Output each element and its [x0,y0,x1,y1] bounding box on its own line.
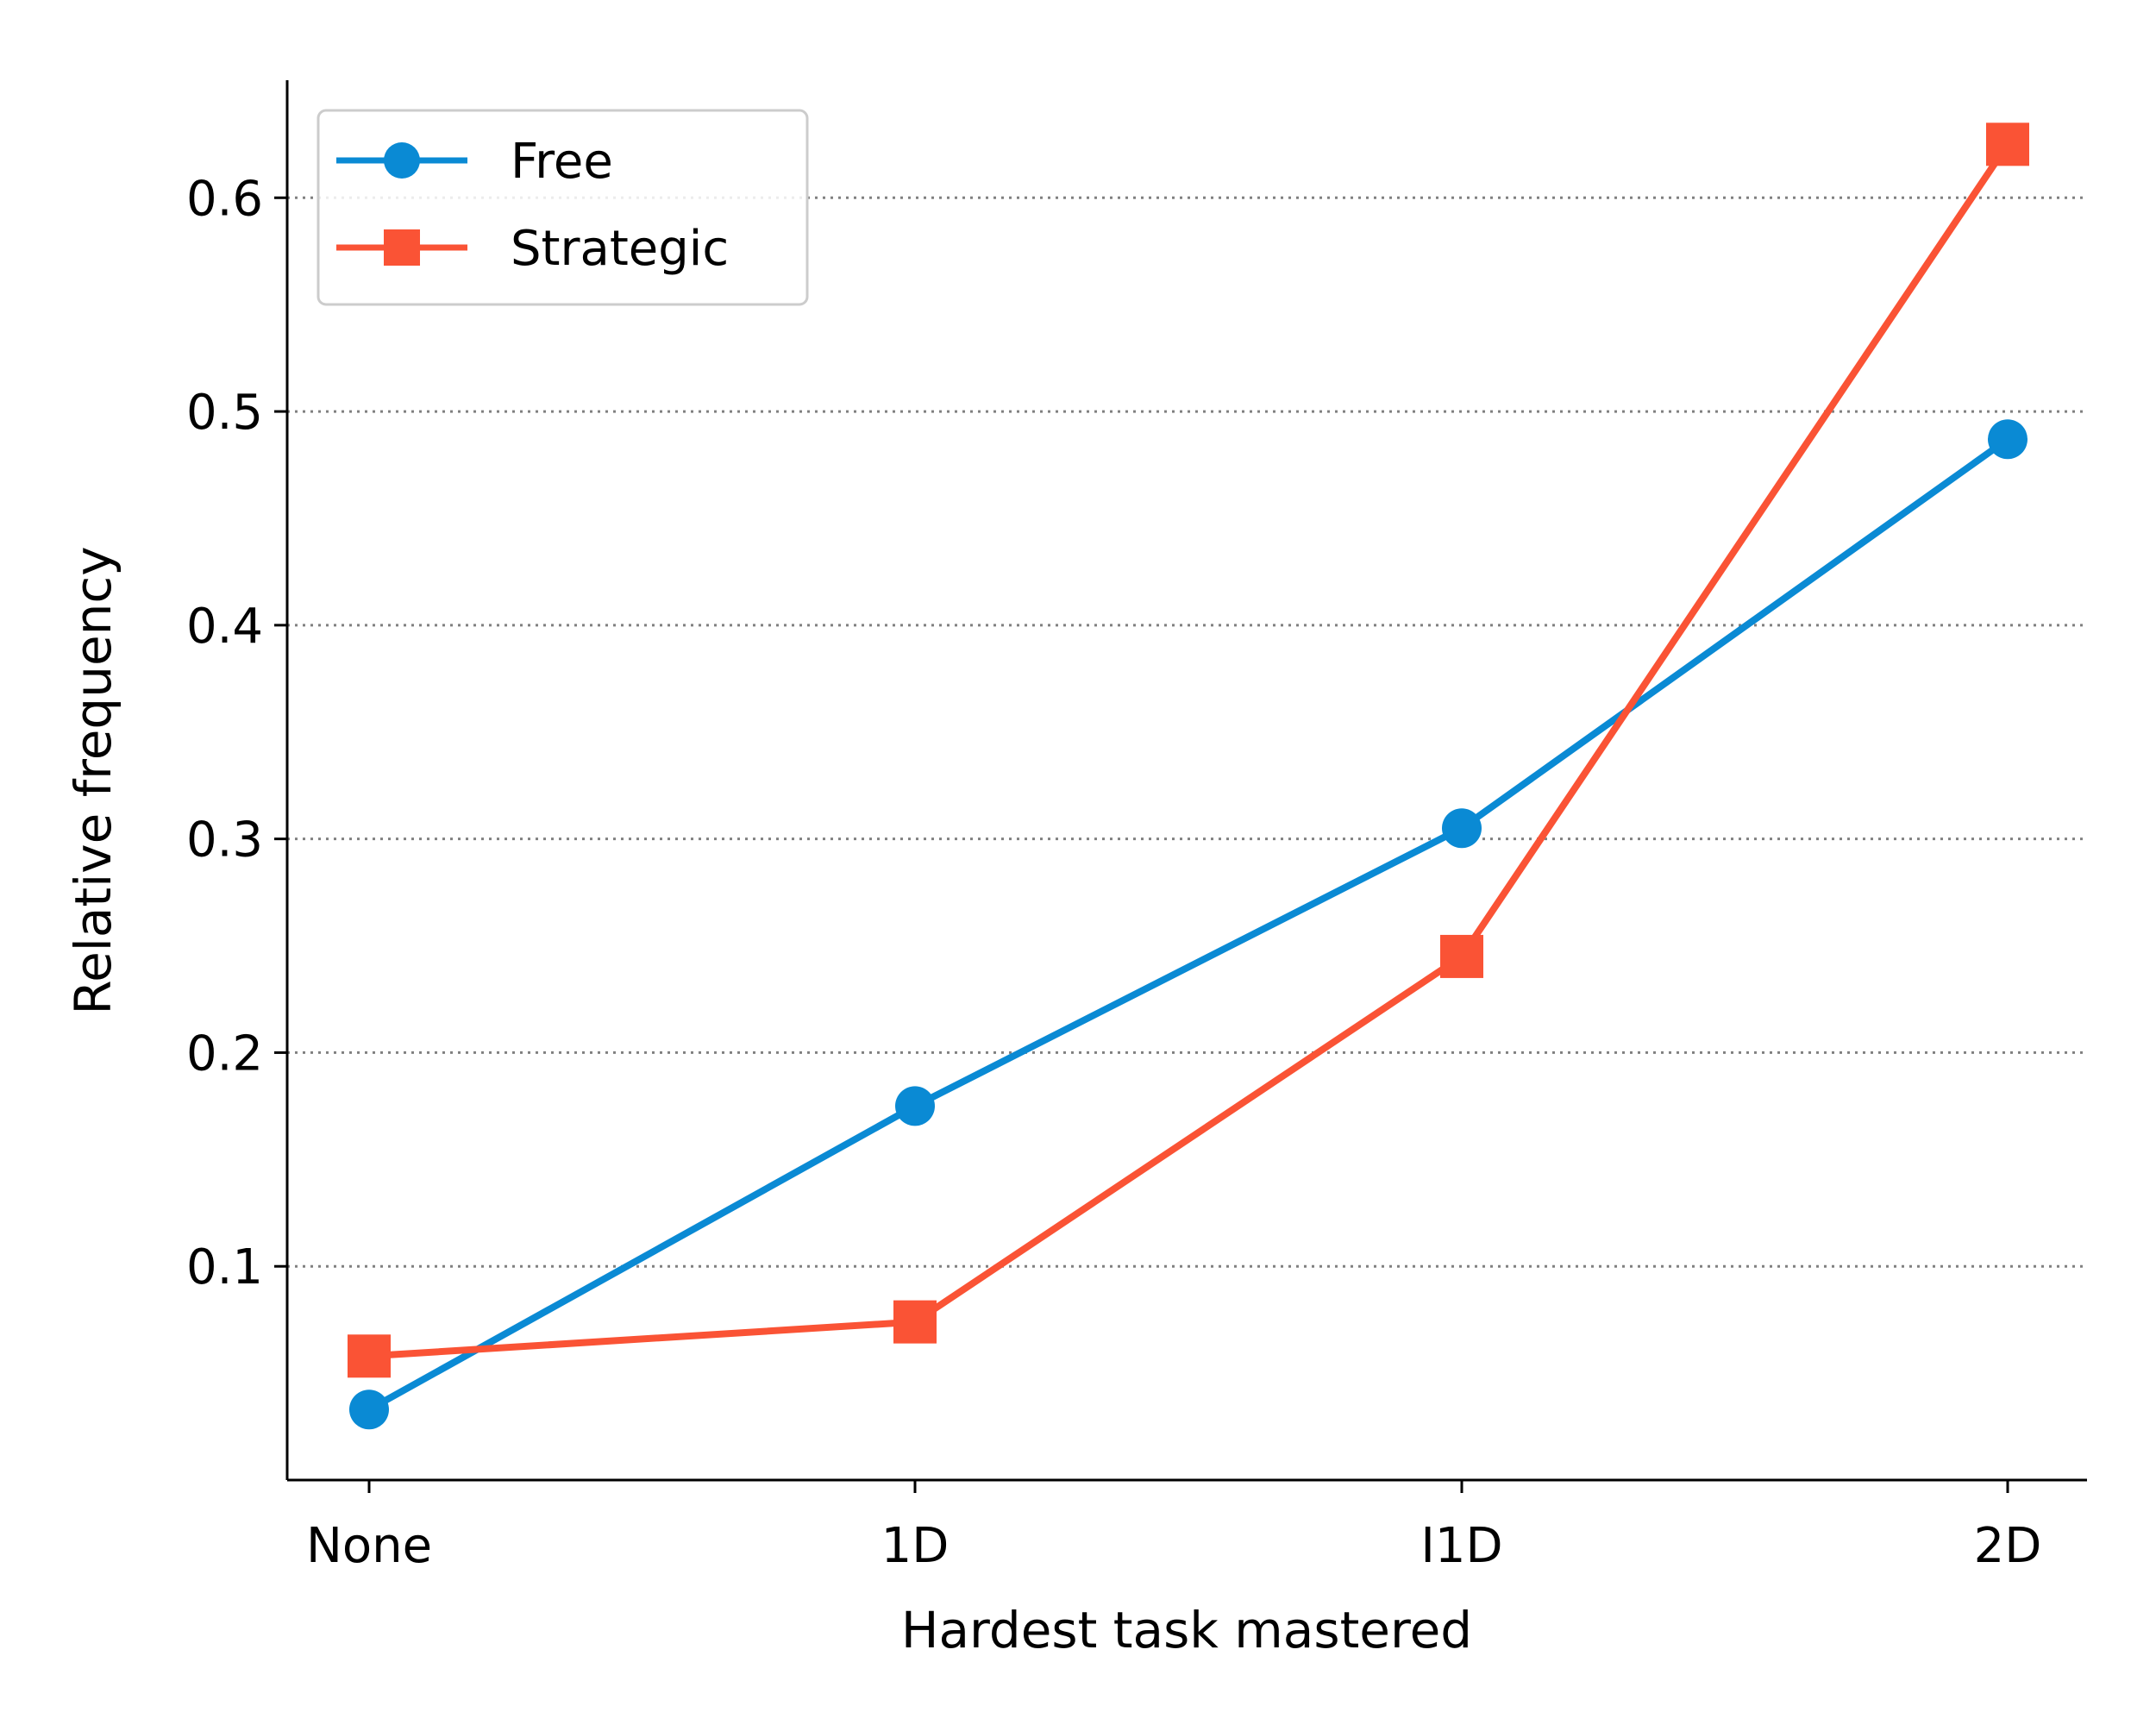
y-tick-label: 0.3 [186,812,263,869]
y-tick-label: 0.4 [186,599,263,655]
y-tick-label: 0.1 [186,1239,263,1295]
series [348,122,2029,1430]
data-point-free [1442,808,1482,849]
legend-free-marker [384,142,420,179]
y-tick-label: 0.5 [186,385,263,441]
legend: Free Strategic [317,109,809,306]
data-point-strategic [893,1300,937,1344]
x-tick-label: None [306,1518,432,1574]
x-axis-label: Hardest task mastered [901,1601,1472,1659]
data-point-strategic [1440,934,1483,978]
y-axis-label: Relative frequency [64,546,122,1014]
axes [285,80,2087,1482]
series-line-strategic [368,142,2011,1360]
legend-free-label: Free [511,134,613,190]
x-ticks: None 1D I1D 2D [306,1480,2041,1574]
x-tick-label: 2D [1974,1518,2042,1574]
data-point-free [1988,419,2028,460]
y-tick-label: 0.6 [186,171,263,227]
grid [287,196,2087,1268]
data-point-strategic [1986,122,2029,166]
x-tick-label: I1D [1420,1518,1502,1574]
legend-strategic-marker [384,229,420,266]
y-ticks: 0.1 0.2 0.3 0.4 0.5 0.6 [186,171,287,1295]
x-tick-label: 1D [881,1518,950,1574]
series-line-free [367,436,2010,1413]
data-point-free [349,1389,389,1430]
data-point-strategic [348,1334,391,1378]
legend-strategic-label: Strategic [511,221,729,277]
y-tick-label: 0.2 [186,1026,263,1082]
data-point-free [895,1086,935,1126]
